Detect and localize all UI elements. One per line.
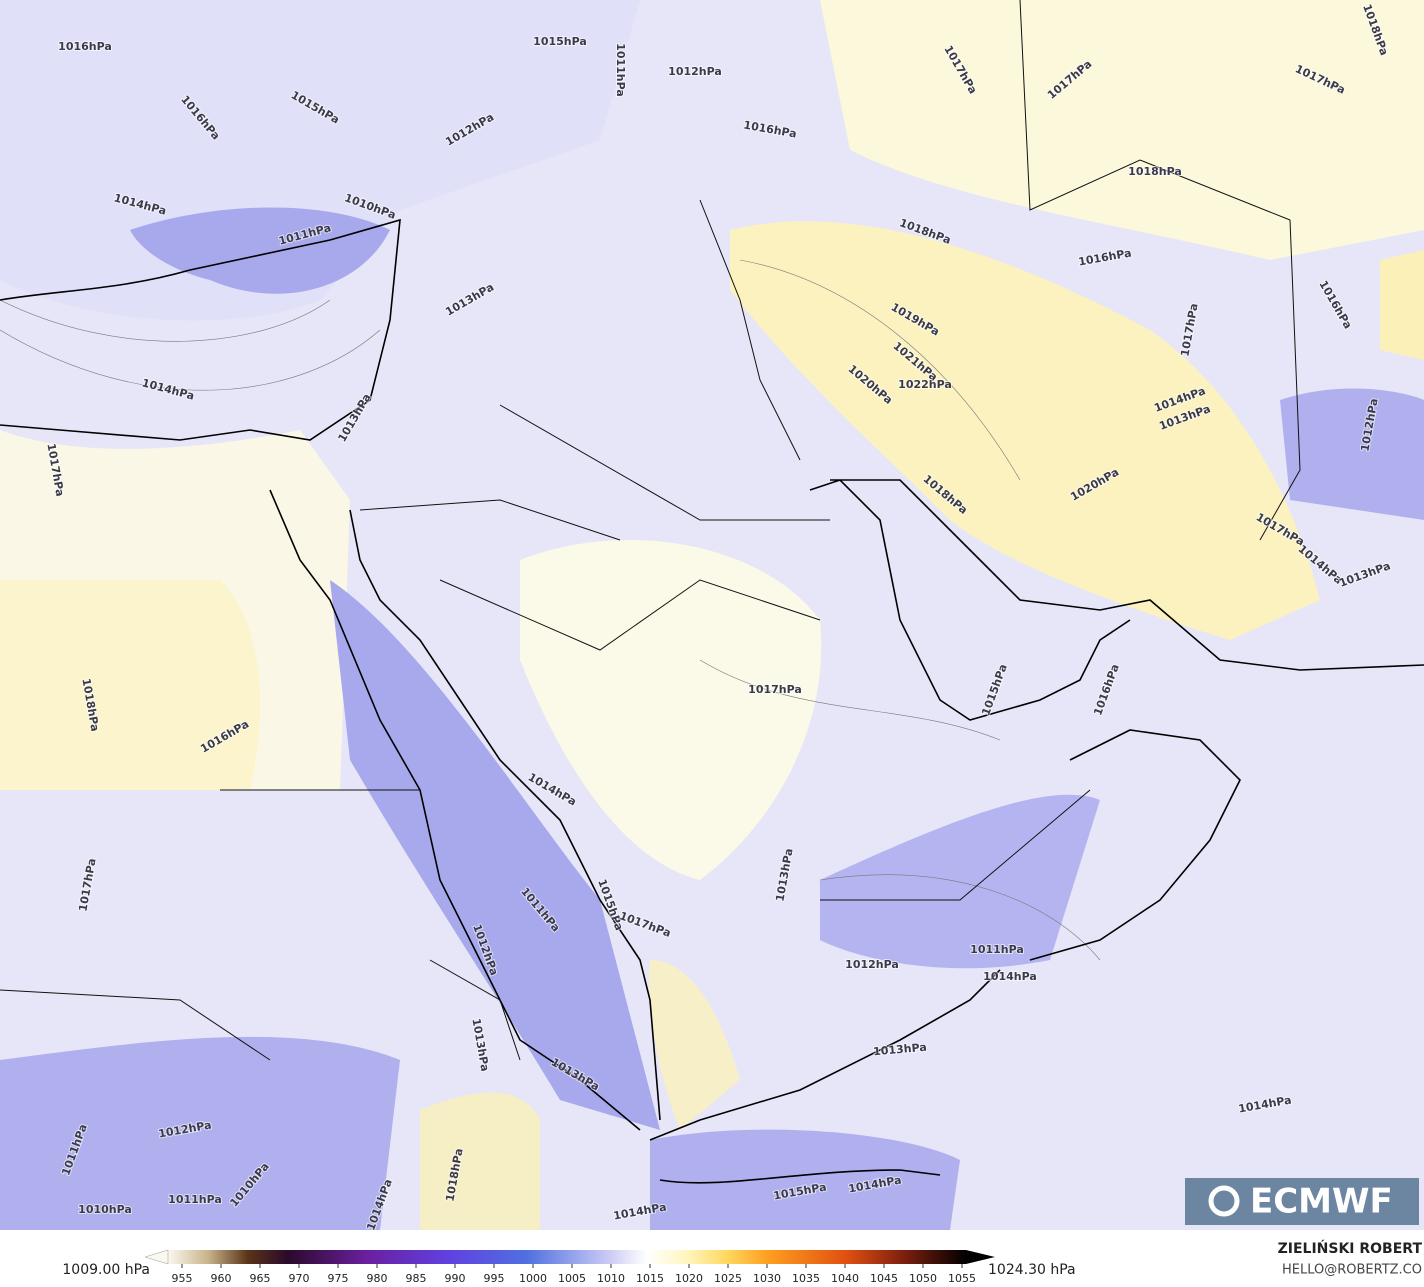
isobar-label: 1011hPa (614, 43, 627, 97)
colorbar-tick-label: 990 (445, 1272, 466, 1285)
border (0, 0, 1301, 1061)
pressure-field (649, 960, 740, 1130)
pressure-field (1280, 388, 1424, 520)
isobar-label: 1018hPa (1128, 165, 1182, 178)
author: ZIELIŃSKI ROBERT (1278, 1239, 1423, 1257)
isobar-line (0, 259, 1101, 961)
isobar-label: 1012hPa (668, 65, 722, 78)
pressure-field (820, 794, 1100, 969)
colorbar: 1009.00 hPa 1024.30 hPa 955 960 965 970 975 9… (62, 1249, 1076, 1285)
pressure-field (420, 1092, 540, 1230)
pressure-field (0, 580, 260, 790)
email: HELLO@ROBERTZ.CO (1282, 1263, 1422, 1278)
isobar-label: 1017hPa (748, 683, 802, 696)
colorbar-extend-high (966, 1250, 995, 1264)
colorbar-gradient (168, 1250, 966, 1264)
colorbar-min-label: 1009.00 hPa (62, 1262, 150, 1278)
pressure-field (520, 540, 822, 880)
isobar-label: 1014hPa (983, 970, 1037, 983)
isobar-label: 1013hPa (873, 1041, 928, 1059)
colorbar-tick-label: 1005 (558, 1272, 586, 1285)
colorbar-tick-label: 1040 (831, 1272, 859, 1285)
colorbar-max-label: 1024.30 hPa (988, 1262, 1076, 1278)
colorbar-tick-label: 1000 (519, 1272, 547, 1285)
colorbar-tick-label: 1030 (753, 1272, 781, 1285)
logo-text: ECMWF (1250, 1182, 1393, 1222)
pressure-field (650, 1129, 960, 1230)
coastline (269, 489, 661, 1131)
isobar-label: 1010hPa (78, 1203, 132, 1216)
colorbar-tick-label: 1025 (714, 1272, 742, 1285)
pressure-field (1380, 250, 1424, 360)
isobar-label: 1015hPa (533, 35, 587, 48)
pressure-field (730, 221, 1320, 640)
coastline (649, 969, 1001, 1184)
isobar-label: 1022hPa (898, 378, 952, 391)
colorbar-tick-label: 1045 (870, 1272, 898, 1285)
colorbar-tick-label: 1035 (792, 1272, 820, 1285)
colorbar-tick-label: 985 (406, 1272, 427, 1285)
pressure-field (820, 0, 1424, 260)
isobar-label: 1016hPa (58, 40, 112, 53)
logo-icon (1208, 1185, 1240, 1217)
colorbar-tick-label: 1020 (675, 1272, 703, 1285)
colorbar-tick-label: 980 (367, 1272, 388, 1285)
colorbar-tick-label: 995 (484, 1272, 505, 1285)
logo: ECMWF (1185, 1178, 1419, 1225)
colorbar-tick-label: 1015 (636, 1272, 664, 1285)
colorbar-tick-label: 965 (250, 1272, 271, 1285)
colorbar-tick-label: 970 (289, 1272, 310, 1285)
isobar-label: 1011hPa (970, 943, 1024, 956)
colorbar-extend-low (144, 1249, 169, 1265)
pressure-field (130, 207, 390, 294)
pressure-field (330, 580, 660, 1130)
isobar-label: 1012hPa (845, 958, 899, 971)
coastline (809, 479, 1424, 961)
colorbar-tick-label: 1010 (597, 1272, 625, 1285)
colorbar-tick-label: 960 (211, 1272, 232, 1285)
coastline (0, 218, 401, 441)
colorbar-tick-label: 955 (172, 1272, 193, 1285)
colorbar-tick-label: 1050 (909, 1272, 937, 1285)
isobar-label: 1011hPa (168, 1193, 222, 1206)
colorbar-tick-label: 975 (328, 1272, 349, 1285)
colorbar-tick-label: 1055 (948, 1272, 976, 1285)
pressure-field (0, 1036, 400, 1230)
